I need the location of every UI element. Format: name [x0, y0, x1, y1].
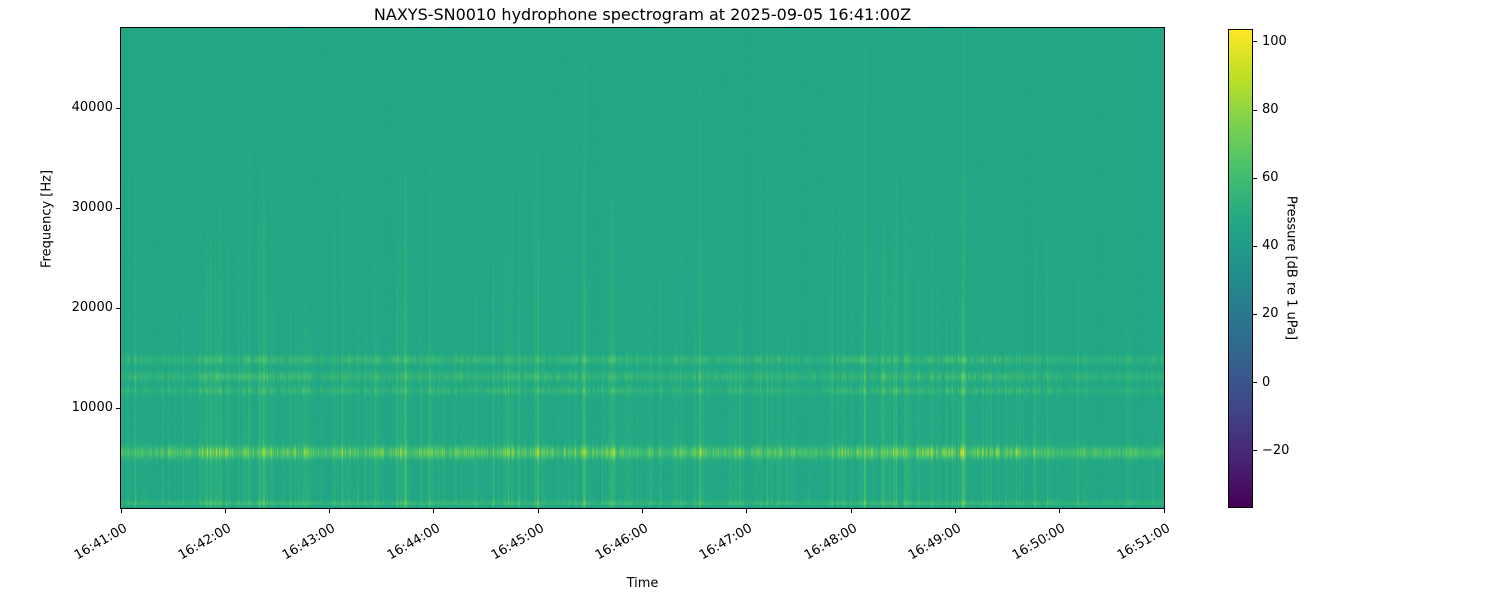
colorbar-tick-label: 40 [1262, 238, 1279, 254]
x-tick-label: 16:42:00 [175, 521, 234, 564]
x-tick-mark [1163, 509, 1165, 513]
colorbar-tick-label: −20 [1262, 442, 1290, 458]
y-tick-mark [116, 107, 120, 109]
colorbar-tick-label: 0 [1262, 374, 1271, 390]
y-tick-label: 20000 [71, 300, 113, 315]
x-tick-mark [433, 509, 435, 513]
chart-title: NAXYS-SN0010 hydrophone spectrogram at 2… [373, 5, 912, 24]
x-tick-label: 16:41:00 [71, 521, 130, 564]
x-tick-label: 16:45:00 [488, 521, 547, 564]
x-tick-label: 16:51:00 [1114, 521, 1173, 564]
y-tick-label: 30000 [71, 200, 113, 215]
x-tick-label: 16:50:00 [1010, 521, 1069, 564]
x-tick-label: 16:47:00 [697, 521, 756, 564]
colorbar [1228, 29, 1253, 508]
x-tick-label: 16:43:00 [280, 521, 339, 564]
colorbar-tick-mark [1253, 313, 1257, 315]
colorbar-tick-label: 20 [1262, 306, 1279, 322]
spectrogram-canvas [121, 28, 1164, 508]
colorbar-tick-mark [1253, 245, 1257, 247]
x-axis-label: Time [626, 576, 659, 591]
colorbar-gradient [1229, 30, 1252, 507]
y-tick-mark [116, 407, 120, 409]
x-tick-mark [1059, 509, 1061, 513]
colorbar-tick-label: 60 [1262, 170, 1279, 186]
x-tick-mark [120, 509, 122, 513]
x-tick-mark [224, 509, 226, 513]
x-tick-label: 16:48:00 [801, 521, 860, 564]
x-tick-mark [746, 509, 748, 513]
colorbar-tick-mark [1253, 382, 1257, 384]
x-tick-mark [537, 509, 539, 513]
colorbar-tick-label: 80 [1262, 102, 1279, 118]
y-tick-mark [116, 207, 120, 209]
colorbar-tick-mark [1253, 41, 1257, 43]
x-tick-label: 16:49:00 [905, 521, 964, 564]
colorbar-tick-label: 100 [1262, 33, 1287, 49]
x-tick-label: 16:44:00 [384, 521, 443, 564]
colorbar-tick-mark [1253, 450, 1257, 452]
colorbar-tick-mark [1253, 177, 1257, 179]
x-tick-mark [329, 509, 331, 513]
plot-area [120, 27, 1165, 509]
y-tick-mark [116, 307, 120, 309]
colorbar-tick-mark [1253, 109, 1257, 111]
y-tick-label: 10000 [71, 400, 113, 415]
x-tick-mark [850, 509, 852, 513]
x-tick-label: 16:46:00 [592, 521, 651, 564]
y-tick-label: 40000 [71, 100, 113, 115]
x-tick-mark [954, 509, 956, 513]
x-tick-mark [642, 509, 643, 513]
